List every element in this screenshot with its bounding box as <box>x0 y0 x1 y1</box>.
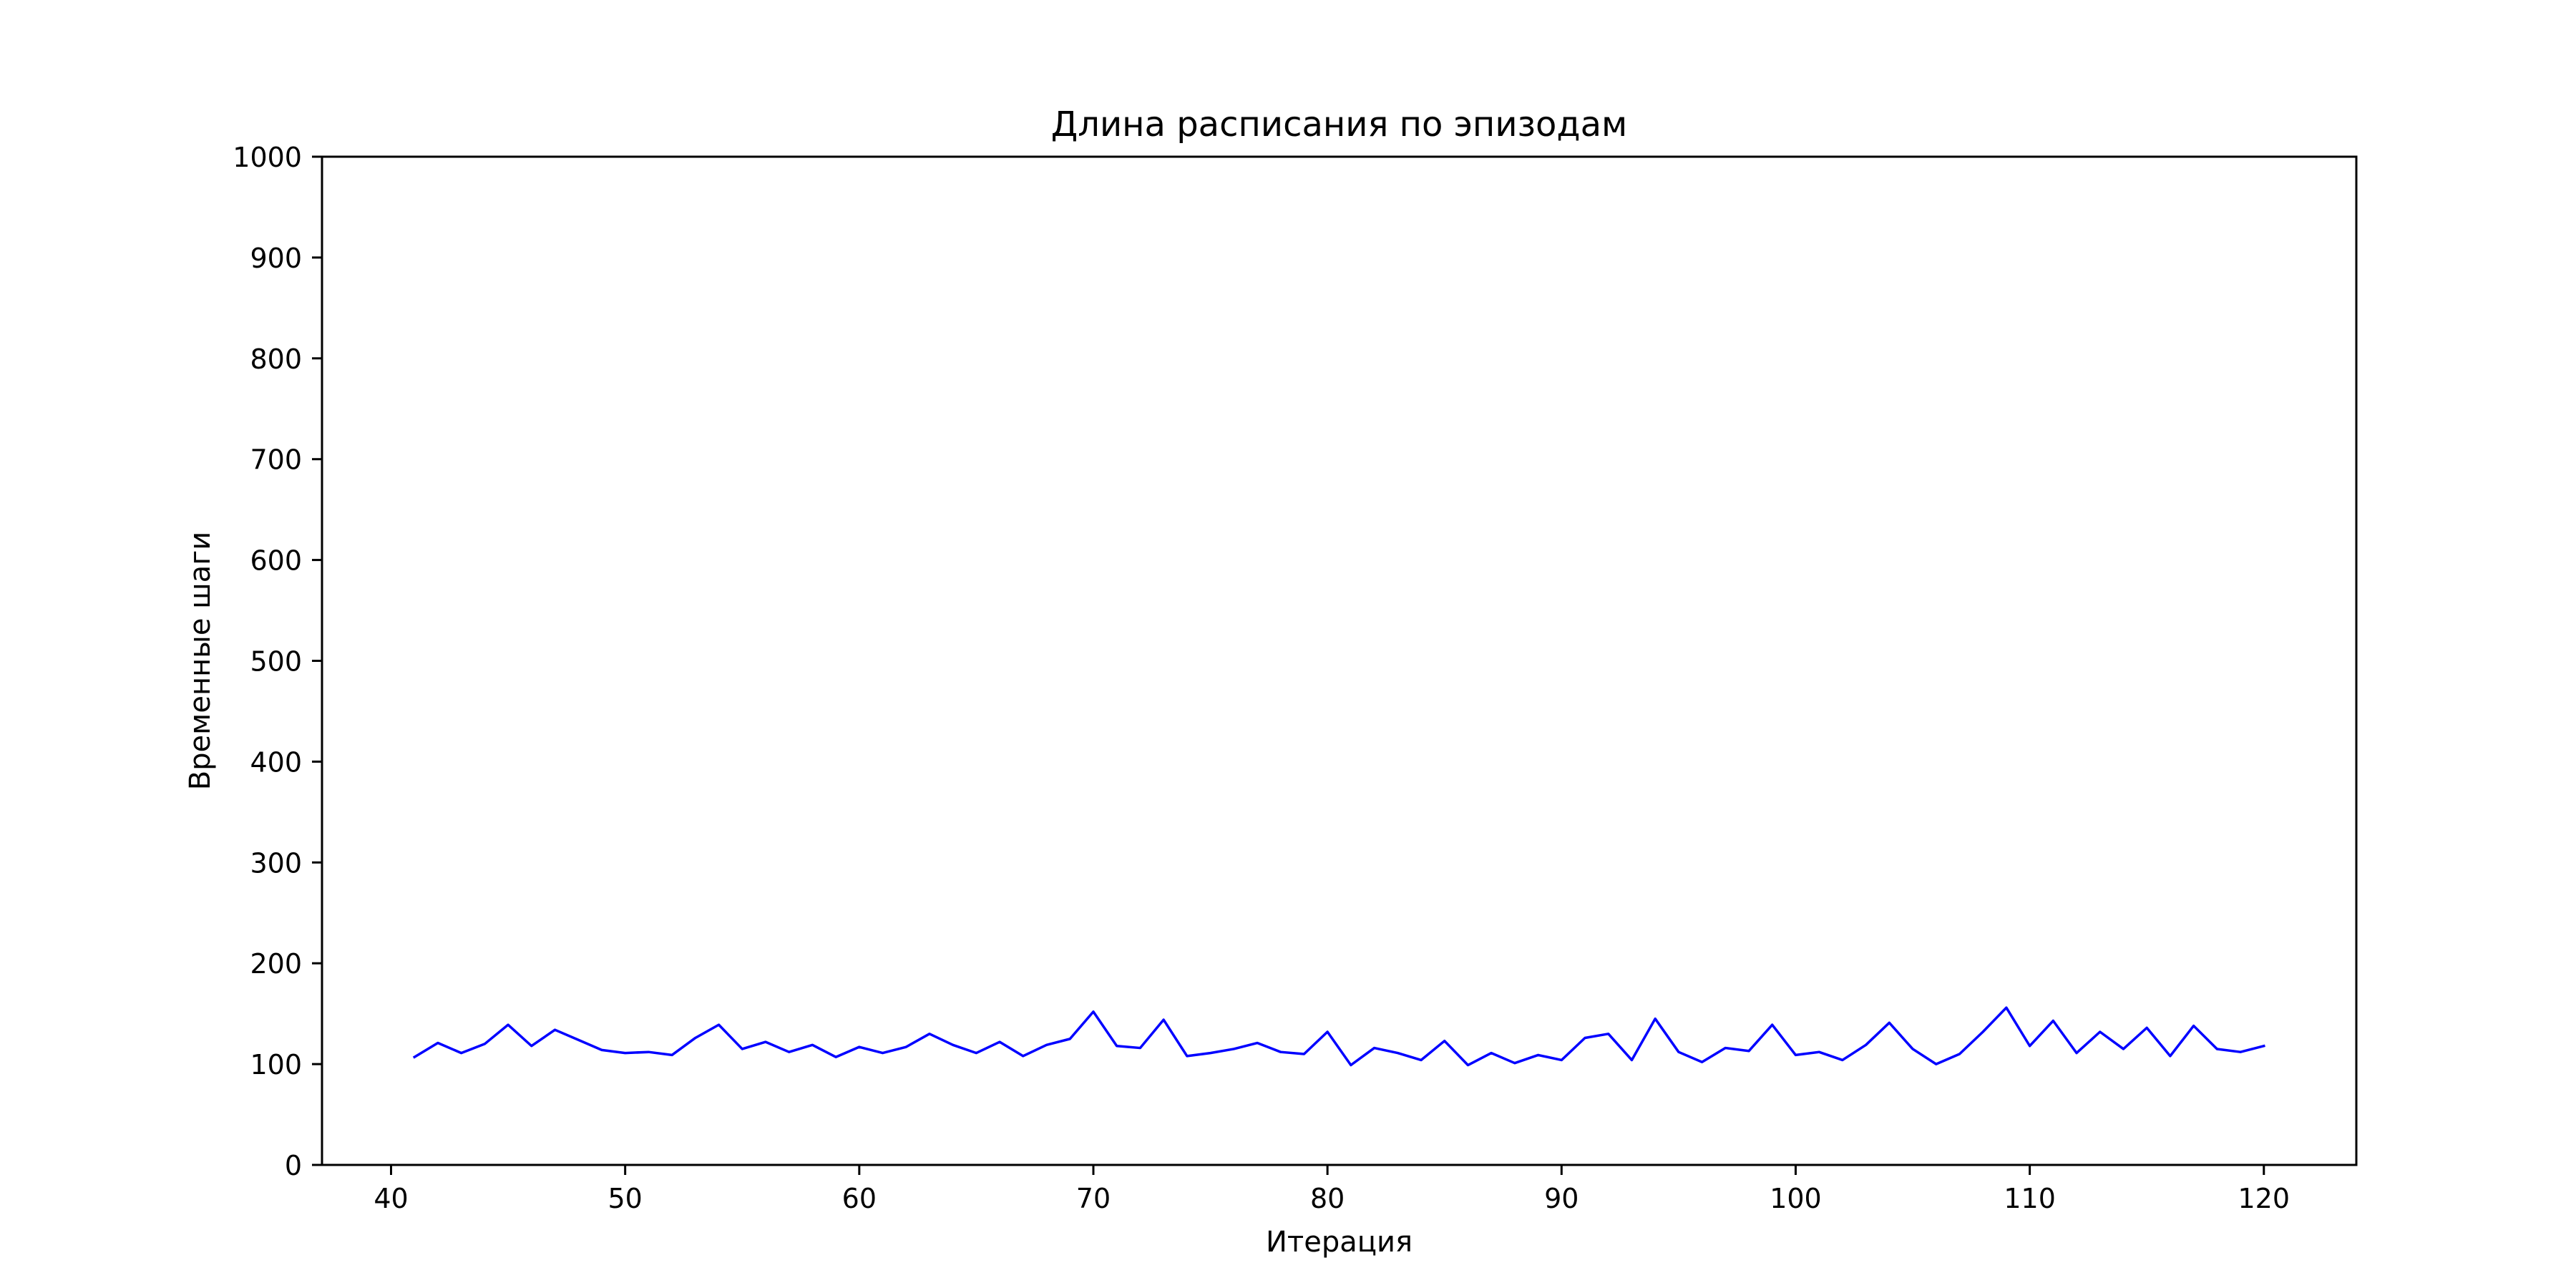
x-tick-label-60: 60 <box>842 1183 877 1214</box>
y-tick-label-600: 600 <box>250 545 302 577</box>
x-axis-label: Итерация <box>1266 1226 1413 1259</box>
chart-title: Длина расписания по эпизодам <box>1051 104 1627 145</box>
y-tick-label-900: 900 <box>250 243 302 274</box>
y-tick-label-1000: 1000 <box>233 142 302 173</box>
y-tick-label-300: 300 <box>250 847 302 879</box>
y-tick-label-500: 500 <box>250 646 302 678</box>
x-tick-label-80: 80 <box>1310 1183 1345 1214</box>
x-tick-label-50: 50 <box>608 1183 642 1214</box>
x-tick-label-100: 100 <box>1770 1183 1822 1214</box>
y-tick-label-200: 200 <box>250 948 302 980</box>
y-tick-label-0: 0 <box>285 1150 302 1181</box>
x-tick-label-40: 40 <box>374 1183 408 1214</box>
x-tick-label-70: 70 <box>1076 1183 1111 1214</box>
y-tick-label-100: 100 <box>250 1049 302 1080</box>
y-tick-label-700: 700 <box>250 444 302 476</box>
y-axis-label: Временные шаги <box>184 532 217 791</box>
x-tick-label-90: 90 <box>1544 1183 1579 1214</box>
y-tick-label-400: 400 <box>250 746 302 778</box>
series-line-0 <box>412 1006 2265 1067</box>
x-tick-label-120: 120 <box>2238 1183 2290 1214</box>
plot-area: 40 50 60 70 80 90 100 110 120 0 100 200 300 400 500 600… <box>233 142 2358 1214</box>
x-tick-label-110: 110 <box>2004 1183 2056 1214</box>
y-tick-label-800: 800 <box>250 343 302 375</box>
